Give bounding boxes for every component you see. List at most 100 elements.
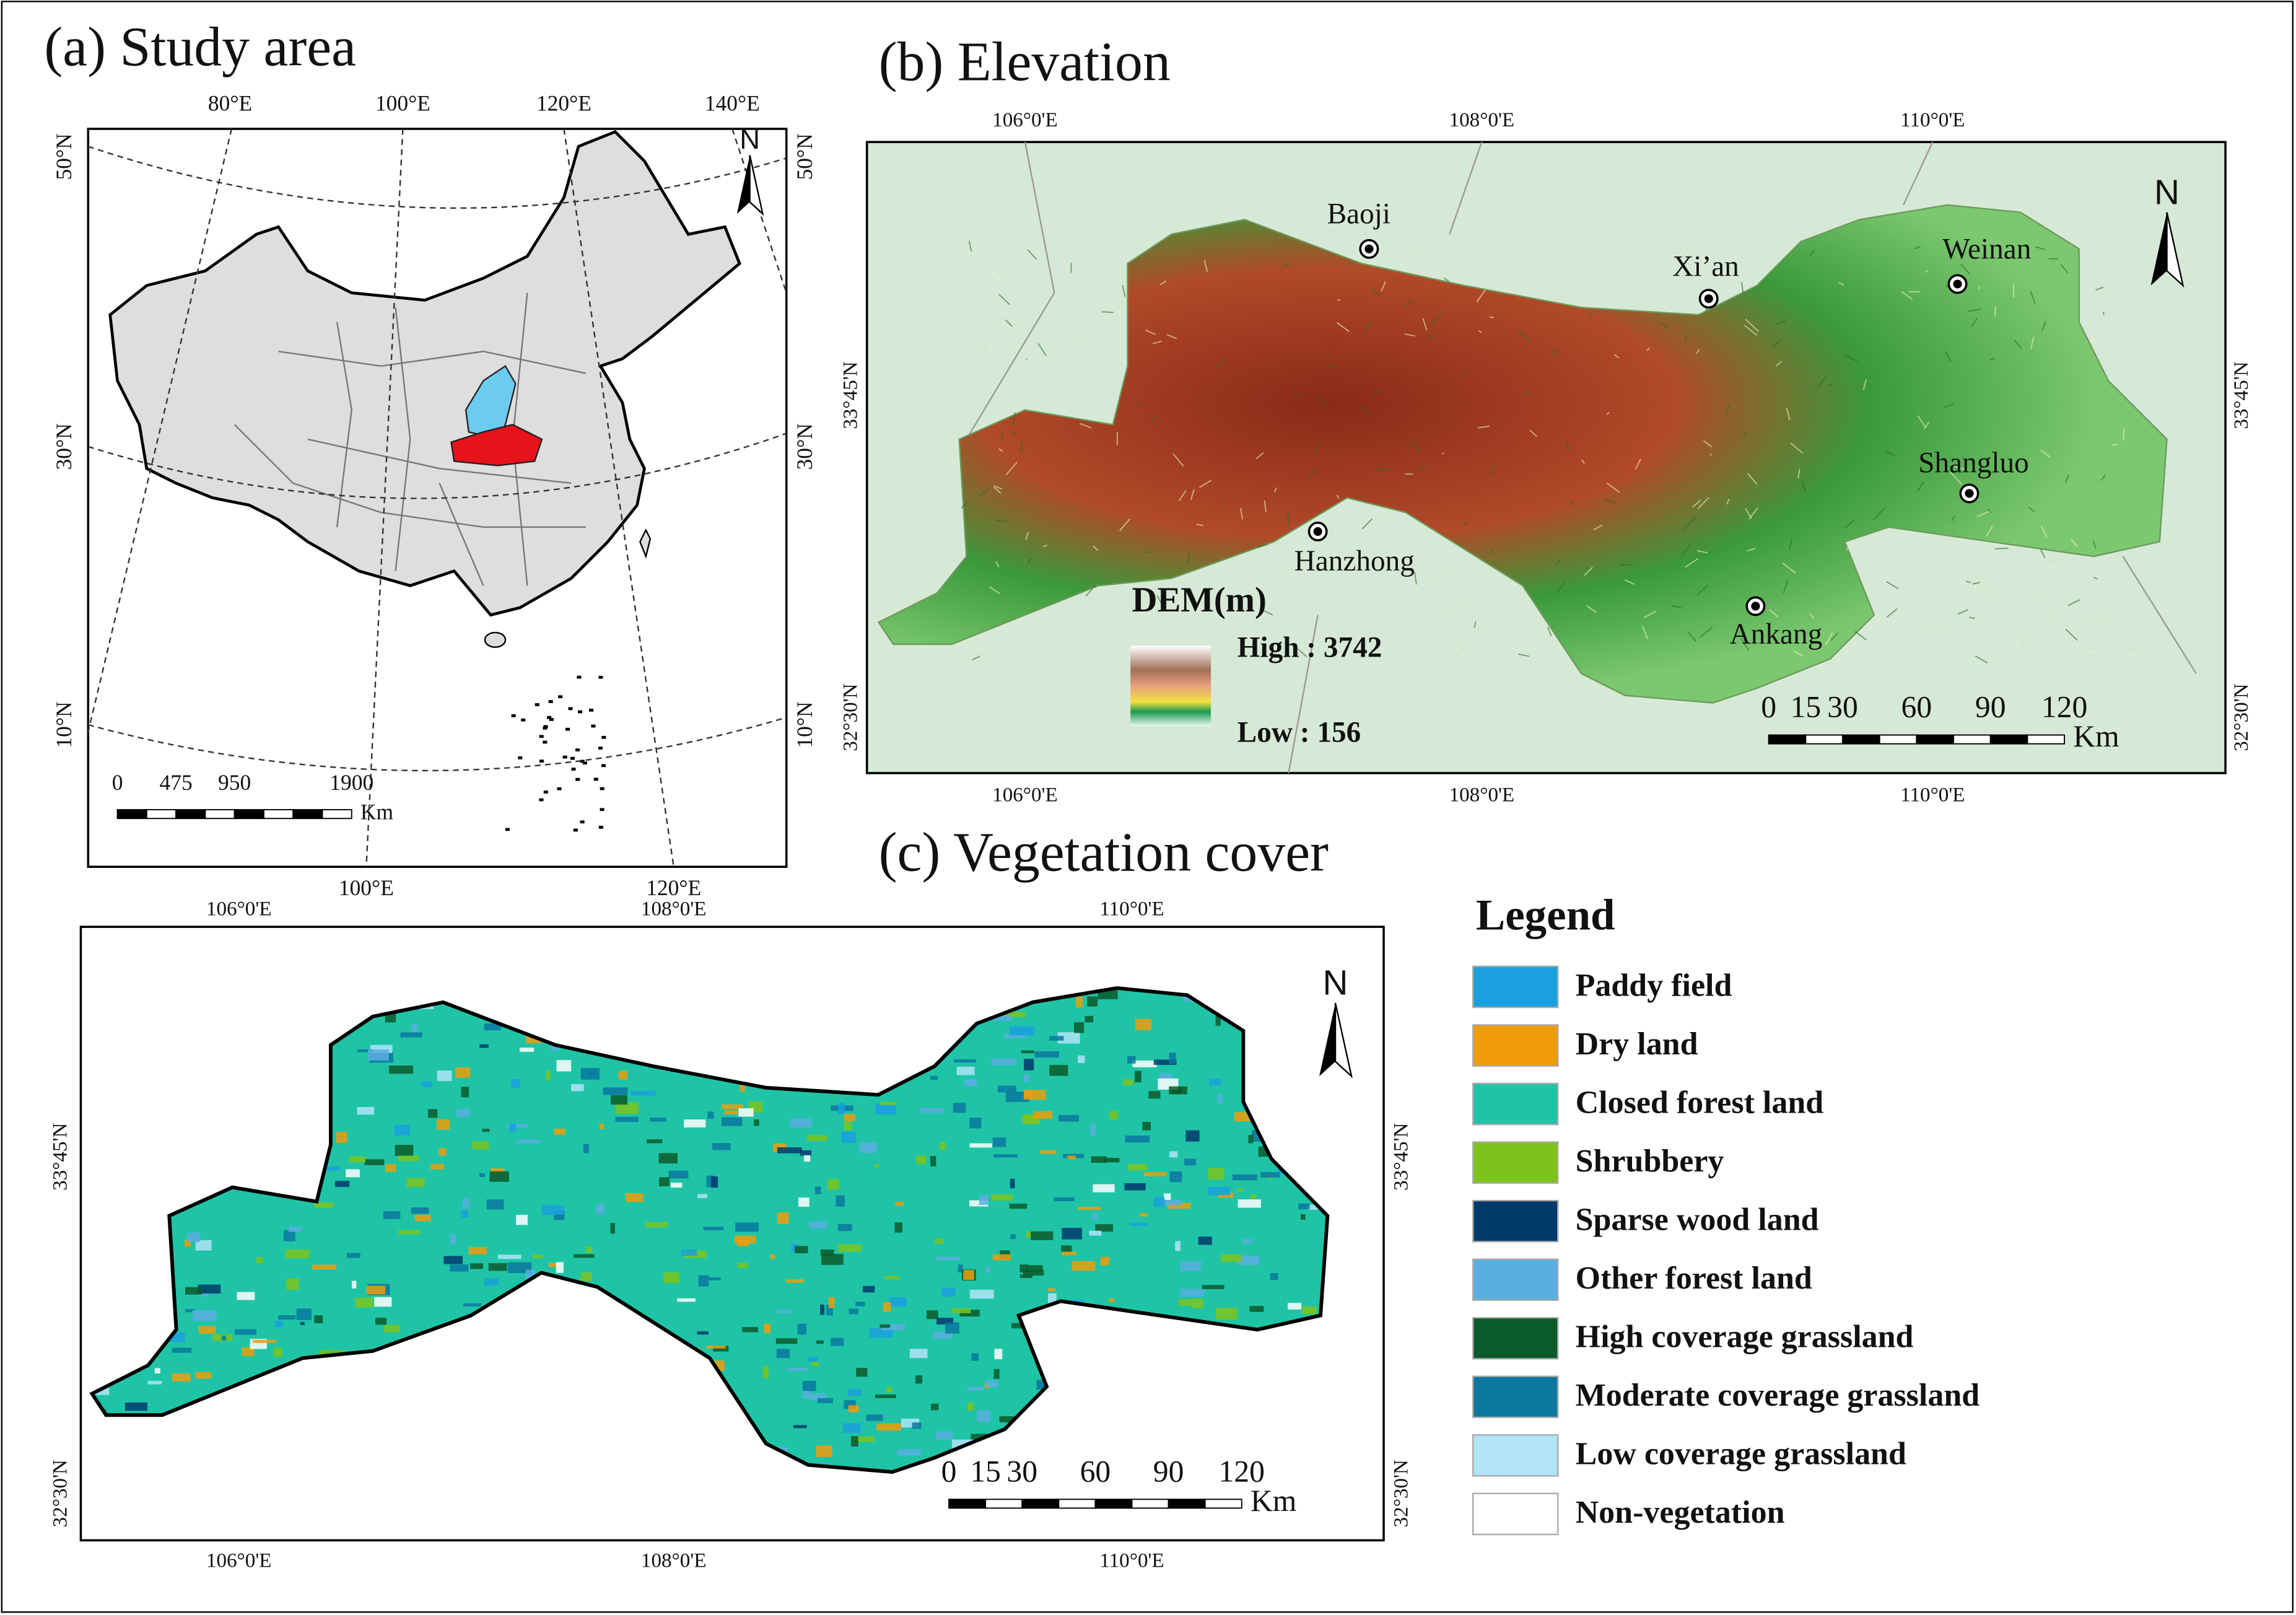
land-cover-patch [742,1327,759,1333]
land-cover-patch [881,1324,906,1331]
relief-texture [1440,608,1443,613]
land-cover-patch [507,1262,532,1274]
relief-texture [1584,567,1593,576]
land-cover-patch [992,1137,1006,1147]
relief-texture [1331,652,1345,657]
land-cover-patch [740,1085,745,1092]
land-cover-patch [775,1338,798,1344]
relief-texture [1366,533,1370,535]
admin-boundary [2122,556,2197,674]
lat-label: 33°45'N [840,361,862,429]
relief-texture [1643,610,1657,618]
land-cover-patch [185,1287,202,1295]
scale-bar-segment [1094,1499,1133,1509]
scale-label: 90 [1975,690,2006,724]
land-cover-patch [1072,1261,1096,1271]
island [539,735,544,738]
city-label: Ankang [1730,618,1823,650]
land-cover-patch [570,1083,584,1092]
graticule [563,128,674,867]
relief-texture [1361,518,1373,530]
land-cover-patch [1074,1022,1085,1033]
land-cover-patch [844,1121,852,1131]
relief-texture [1872,507,1885,521]
land-cover-patch [430,1163,444,1170]
land-cover-patch [1160,1199,1182,1206]
relief-texture [1989,357,1995,361]
land-cover-patch [1102,1158,1120,1163]
land-cover-patch [1300,1214,1306,1220]
relief-texture [1917,415,1926,427]
land-cover-patch [1054,1197,1075,1202]
relief-texture [1725,403,1731,415]
relief-texture [1613,354,1620,359]
relief-texture [1381,281,1386,292]
land-cover-patch [958,1264,963,1273]
land-cover-patch [1034,1051,1059,1058]
land-cover-patch [916,1155,927,1165]
land-cover-patch [677,1298,696,1302]
land-cover-patch [1067,1155,1076,1160]
land-cover-patch [645,1222,668,1228]
land-cover-patch [450,1264,469,1272]
land-cover-patch [1075,996,1083,1008]
land-cover-patch [939,1142,946,1150]
land-cover-patch [1085,1015,1094,1023]
land-cover-patch [841,1131,857,1144]
relief-texture [1862,379,1867,390]
land-cover-patch [897,1449,922,1456]
relief-texture [1625,579,1635,585]
land-cover-patch [798,1197,810,1207]
land-cover-patch [1140,1213,1148,1217]
relief-texture [2028,506,2035,512]
land-cover-patch [735,1222,759,1232]
relief-texture [1976,510,1990,517]
land-cover-patch [707,1277,721,1280]
land-cover-patch [1049,1036,1064,1041]
land-cover-patch [698,1275,709,1287]
land-cover-patch [886,1386,893,1393]
land-cover-patch [734,1235,756,1244]
land-cover-patch [793,1425,807,1429]
relief-texture [1517,653,1530,657]
scale-bar-segment [1842,734,1880,745]
relief-texture [1965,580,1971,584]
land-cover-patch [930,1075,938,1080]
dem-region [877,204,2168,704]
land-cover-patch [777,1147,802,1153]
scale-bar-segment [1021,1499,1060,1509]
land-cover-patch [985,1380,999,1388]
relief-texture [1547,626,1552,637]
land-cover-patch [1061,1251,1077,1256]
relief-texture [1709,453,1712,456]
island [562,755,567,759]
land-cover-patch [1089,1124,1096,1136]
relief-texture [1454,643,1464,657]
land-cover-patch [658,1153,678,1164]
land-cover-patch [1021,1114,1039,1123]
legend-label: Paddy field [1576,968,1732,1003]
land-cover-patch [366,1285,386,1295]
land-cover-patch [1307,1204,1324,1210]
lat-label: 33°45'N [1390,1123,1412,1190]
relief-texture [1960,263,1970,274]
relief-texture [1603,499,1615,504]
land-cover-patch [490,1168,505,1174]
relief-texture [1943,403,1955,408]
land-cover-patch [615,1116,639,1123]
relief-texture [1025,532,1029,540]
land-cover-patch [956,1066,975,1075]
relief-texture [1790,442,1804,454]
dem-low: Low : 156 [1237,716,1361,748]
island [591,724,596,728]
land-cover-patch [489,1171,509,1182]
land-cover-patch [1049,1065,1068,1076]
scale-bar-segment [1131,1499,1169,1509]
land-cover-patch [346,1169,360,1178]
relief-texture [1159,280,1167,286]
relief-texture [1490,464,1496,476]
relief-texture [1993,594,1997,599]
land-cover-patch [516,1215,528,1225]
land-cover-patch [355,1297,373,1308]
city-marker [1953,279,1962,289]
